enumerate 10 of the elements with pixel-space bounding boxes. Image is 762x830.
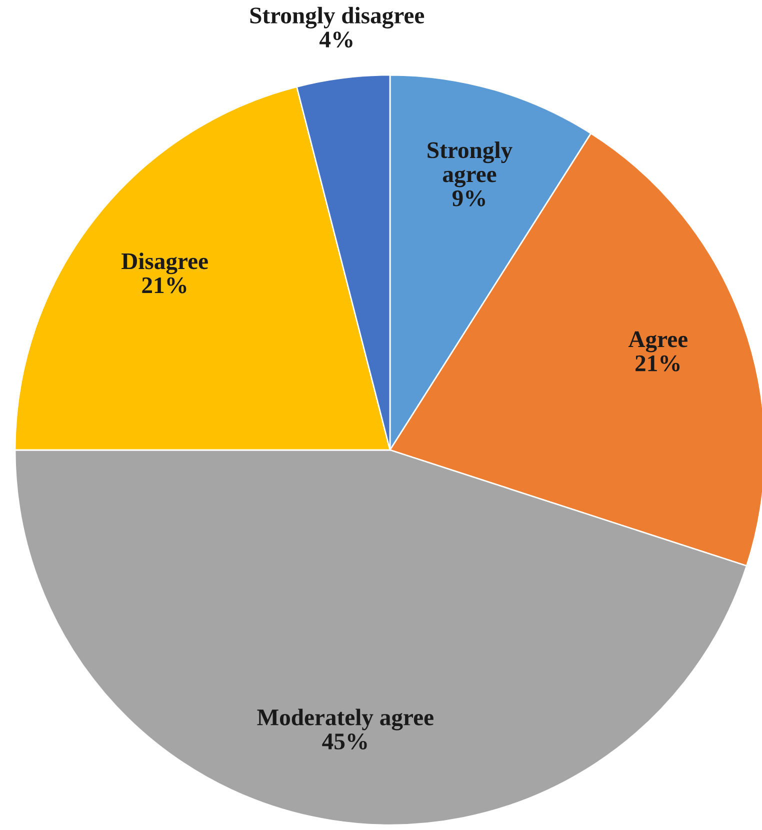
slice-label: Strongly agree [428, 142, 512, 188]
data-label: 9% [452, 190, 486, 206]
slice-label: Moderately agree [257, 708, 434, 730]
slice-label: Disagree [122, 252, 208, 274]
slice-label: Agree [628, 331, 688, 352]
data-label: 21% [142, 277, 186, 294]
data-label: 4% [320, 32, 352, 48]
data-label: 21% [636, 355, 680, 372]
slice-label: Strongly disagree [250, 6, 424, 28]
data-label: 45% [322, 733, 367, 750]
